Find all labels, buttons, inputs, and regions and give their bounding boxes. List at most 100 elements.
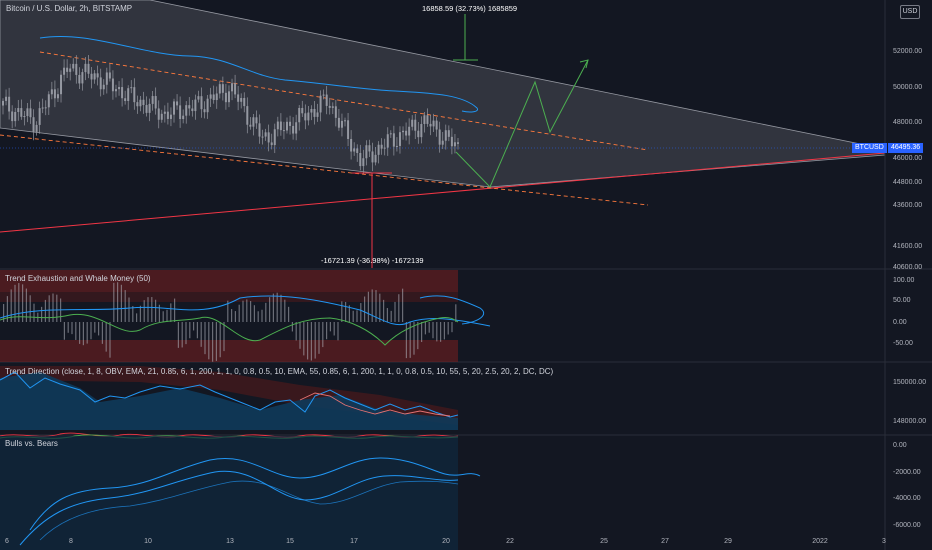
pane-tick-label: -6000.00 [893, 522, 921, 529]
candle-body [423, 115, 426, 124]
candle-body [127, 88, 130, 101]
histogram-bar [246, 299, 248, 322]
time-axis[interactable]: 6 8 10 13 15 17 20 22 25 27 29 2022 3 [5, 538, 886, 545]
candle-body [371, 151, 374, 163]
histogram-bar [307, 322, 309, 360]
histogram-bar [295, 322, 297, 341]
candle-body [142, 99, 145, 105]
candle-body [368, 145, 371, 152]
histogram-bar [166, 309, 168, 322]
candle-body [350, 138, 353, 152]
pane-tick-label: 150000.00 [893, 379, 926, 386]
histogram-bar [329, 322, 331, 332]
price-axis[interactable]: 52000.00 50000.00 48000.00 46000.00 44800.00… [893, 48, 922, 271]
candle-body [240, 98, 243, 102]
candle-body [374, 154, 377, 163]
histogram-bar [10, 289, 12, 322]
candle-body [188, 105, 191, 109]
histogram-bar [52, 293, 54, 322]
histogram-bar [424, 322, 426, 335]
histogram-bar [227, 300, 229, 322]
projection-arrowhead [579, 59, 589, 69]
candle-body [124, 98, 127, 101]
candle-body [133, 87, 136, 103]
candle-body [96, 73, 99, 78]
green-projection [455, 59, 589, 188]
candle-body [457, 142, 459, 144]
obv-line [0, 371, 459, 418]
candle-body [212, 94, 215, 101]
candle-body [411, 119, 414, 127]
histogram-bar [257, 311, 259, 322]
time-tick-label: 6 [5, 538, 9, 545]
trend-exhaustion-pane [0, 270, 491, 362]
histogram-bar [196, 322, 198, 339]
time-tick-label: 27 [661, 538, 669, 545]
candle-body [231, 83, 234, 92]
candle-body [78, 74, 81, 84]
candle-body [145, 104, 148, 113]
candle-body [99, 77, 102, 90]
candle-body [218, 84, 221, 94]
histogram-bar [219, 322, 221, 358]
candle-body [114, 89, 117, 92]
candle-body [56, 94, 59, 99]
histogram-bar [333, 322, 335, 336]
price-tick-label: 52000.00 [893, 48, 922, 55]
candle-body [441, 140, 444, 145]
histogram-bar [158, 304, 160, 322]
candle-body [118, 87, 121, 90]
candle-body [84, 63, 87, 73]
candle-body [304, 113, 307, 121]
candle-body [334, 106, 337, 118]
candle-body [11, 111, 14, 122]
candle-body [87, 63, 90, 74]
candle-body [344, 120, 347, 122]
candle-body [90, 73, 93, 80]
measure-up-tool[interactable] [453, 14, 478, 61]
candle-body [75, 63, 78, 75]
candle-body [359, 153, 362, 167]
pane-tick-label: 0.00 [893, 319, 907, 326]
histogram-bar [215, 322, 217, 361]
candle-body [398, 132, 401, 146]
candle-body [417, 130, 420, 138]
currency-badge[interactable]: USD [900, 5, 920, 19]
measure-down-tool[interactable] [352, 172, 392, 268]
histogram-bar [33, 303, 35, 322]
pane-axes[interactable]: 100.00 50.00 0.00 -50.00 150000.00 148000.00 0… [893, 277, 926, 529]
pane-tick-label: 148000.00 [893, 418, 926, 425]
histogram-bar [143, 300, 145, 322]
candle-body [169, 114, 172, 119]
histogram-bar [303, 322, 305, 356]
candle-body [264, 132, 267, 137]
histogram-bar [322, 322, 324, 348]
histogram-bar [261, 309, 263, 322]
histogram-bar [356, 310, 358, 322]
candle-body [139, 99, 142, 107]
candle-body [2, 100, 4, 106]
histogram-bar [417, 322, 419, 350]
candle-body [121, 87, 124, 99]
pane-tick-label: 0.00 [893, 442, 907, 449]
candle-body [200, 96, 203, 110]
exhaustion-projection [419, 295, 485, 325]
candle-body [206, 98, 209, 113]
pane-tick-label: -2000.00 [893, 469, 921, 476]
candle-body [197, 96, 200, 100]
candle-body [105, 72, 108, 85]
histogram-bar [383, 299, 385, 322]
histogram-bar [272, 293, 274, 322]
histogram-bar [428, 322, 430, 333]
histogram-bar [345, 301, 347, 322]
candle-body [255, 117, 258, 124]
candle-body [249, 124, 252, 127]
histogram-bar [136, 313, 138, 322]
histogram-bar [193, 322, 195, 331]
candle-body [325, 94, 328, 106]
candle-body [307, 112, 310, 121]
histogram-bar [170, 303, 172, 322]
histogram-bar [451, 322, 453, 333]
candle-body [243, 98, 246, 107]
candle-body [347, 120, 350, 139]
